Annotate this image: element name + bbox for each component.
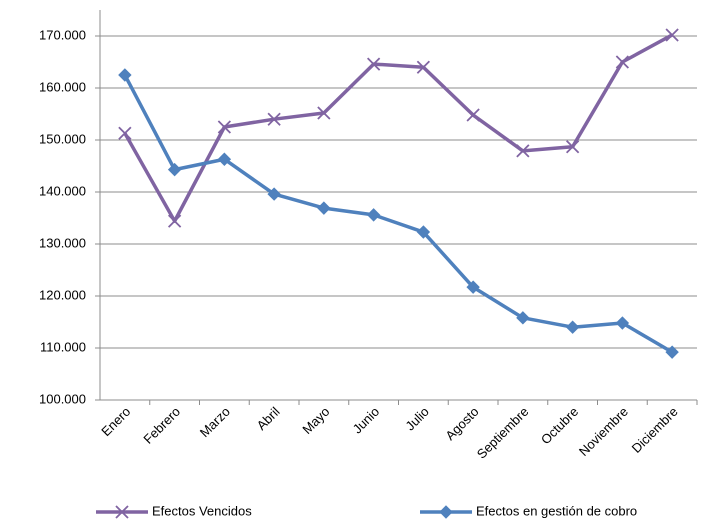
data-point <box>217 120 232 134</box>
series-line <box>123 33 673 223</box>
x-tick-label: Abril <box>254 404 283 433</box>
data-point <box>366 208 381 222</box>
y-tick-label: 100.000 <box>39 391 86 406</box>
data-point <box>416 60 431 74</box>
x-tick-label: Noviembre <box>576 404 631 459</box>
y-tick-label: 150.000 <box>39 131 86 146</box>
data-point <box>118 126 132 140</box>
data-point <box>516 311 530 325</box>
data-point <box>167 214 182 228</box>
x-tick-label: Mayo <box>299 404 332 437</box>
data-point <box>317 106 331 120</box>
y-tick-label: 120.000 <box>39 287 86 302</box>
x-tick-label: Agosto <box>442 404 481 443</box>
y-tick-label: 110.000 <box>40 339 86 354</box>
x-tick-label: Octubre <box>538 404 581 447</box>
data-point <box>416 225 431 239</box>
data-point <box>665 345 679 359</box>
x-tick-label: Diciembre <box>629 404 681 456</box>
data-point <box>267 187 281 201</box>
legend-label: Efectos Vencidos <box>152 503 252 518</box>
x-tick-label: Enero <box>98 404 133 439</box>
data-point <box>317 201 331 215</box>
data-point <box>466 108 480 122</box>
data-point <box>118 68 132 82</box>
data-point <box>615 316 630 330</box>
legend-marker <box>115 505 129 519</box>
y-tick-label: 160.000 <box>39 79 86 94</box>
data-point <box>615 55 630 69</box>
x-tick-label: Septiembre <box>474 404 532 462</box>
x-tick-label: Junio <box>350 404 383 437</box>
x-tick-label: Julio <box>402 404 432 434</box>
x-tick-label: Febrero <box>140 404 183 447</box>
data-point <box>516 144 530 158</box>
data-point <box>217 152 232 166</box>
series-line <box>123 74 674 354</box>
data-point <box>466 280 480 294</box>
data-point <box>665 28 679 42</box>
legend-marker <box>439 505 453 519</box>
y-tick-label: 130.000 <box>39 235 86 250</box>
legend-label: Efectos en gestión de cobro <box>476 503 637 518</box>
data-point <box>565 320 580 334</box>
data-point <box>267 112 281 126</box>
y-tick-label: 140.000 <box>39 183 86 198</box>
y-tick-label: 170.000 <box>39 27 86 42</box>
data-point <box>167 162 182 177</box>
data-point <box>565 140 580 154</box>
data-point <box>366 57 381 71</box>
x-tick-label: Marzo <box>197 404 233 440</box>
